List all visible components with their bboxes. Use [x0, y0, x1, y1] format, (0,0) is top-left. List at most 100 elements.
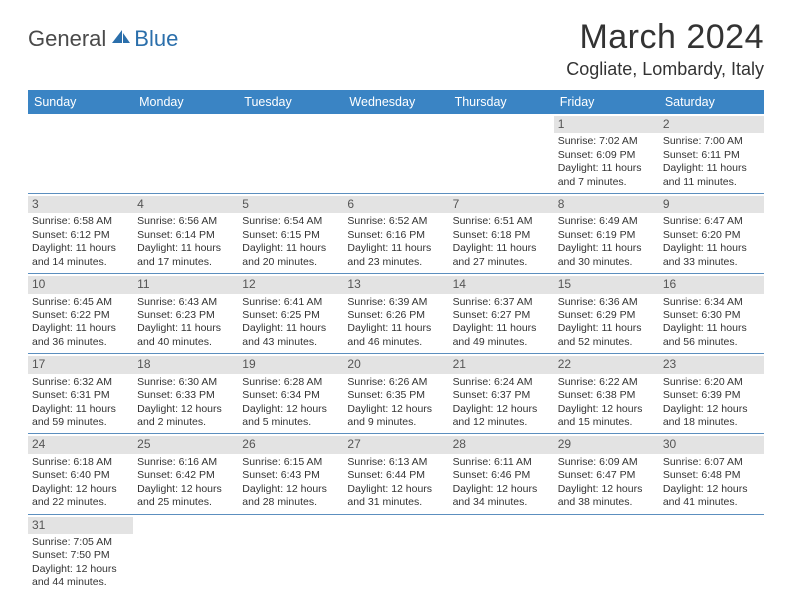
detail-line: and 38 minutes. [558, 496, 655, 509]
detail-line: Daylight: 11 hours [558, 242, 655, 255]
detail-line: Sunset: 6:19 PM [558, 229, 655, 242]
calendar-cell: 18Sunrise: 6:30 AMSunset: 6:33 PMDayligh… [133, 354, 238, 434]
day-number: 16 [659, 276, 764, 293]
calendar-cell: 27Sunrise: 6:13 AMSunset: 6:44 PMDayligh… [343, 434, 448, 514]
calendar-cell [449, 514, 554, 594]
detail-line: Daylight: 11 hours [32, 242, 129, 255]
day-details: Sunrise: 6:54 AMSunset: 6:15 PMDaylight:… [242, 215, 339, 269]
calendar-cell: 31Sunrise: 7:05 AMSunset: 7:50 PMDayligh… [28, 514, 133, 594]
detail-line: Sunset: 6:15 PM [242, 229, 339, 242]
detail-line: Sunrise: 6:58 AM [32, 215, 129, 228]
detail-line: and 52 minutes. [558, 336, 655, 349]
day-number: 2 [659, 116, 764, 133]
detail-line: Sunrise: 6:32 AM [32, 376, 129, 389]
day-details: Sunrise: 6:39 AMSunset: 6:26 PMDaylight:… [347, 296, 444, 350]
calendar-cell [133, 114, 238, 194]
day-details: Sunrise: 6:09 AMSunset: 6:47 PMDaylight:… [558, 456, 655, 510]
weekday-header: Sunday [28, 90, 133, 114]
detail-line: Sunset: 6:22 PM [32, 309, 129, 322]
detail-line: Sunset: 6:40 PM [32, 469, 129, 482]
detail-line: Sunrise: 6:47 AM [663, 215, 760, 228]
detail-line: Sunrise: 6:16 AM [137, 456, 234, 469]
day-details: Sunrise: 6:20 AMSunset: 6:39 PMDaylight:… [663, 376, 760, 430]
detail-line: Daylight: 12 hours [558, 483, 655, 496]
day-number: 17 [28, 356, 133, 373]
detail-line: Sunrise: 6:49 AM [558, 215, 655, 228]
detail-line: Sunset: 6:30 PM [663, 309, 760, 322]
detail-line: Sunset: 6:42 PM [137, 469, 234, 482]
detail-line: Daylight: 12 hours [453, 403, 550, 416]
day-number: 23 [659, 356, 764, 373]
detail-line: Sunrise: 6:52 AM [347, 215, 444, 228]
weekday-header: Friday [554, 90, 659, 114]
detail-line: Daylight: 12 hours [347, 403, 444, 416]
detail-line: Daylight: 11 hours [137, 322, 234, 335]
detail-line: and 25 minutes. [137, 496, 234, 509]
detail-line: Daylight: 12 hours [453, 483, 550, 496]
day-number: 10 [28, 276, 133, 293]
calendar-cell [238, 514, 343, 594]
detail-line: and 49 minutes. [453, 336, 550, 349]
calendar-cell: 1Sunrise: 7:02 AMSunset: 6:09 PMDaylight… [554, 114, 659, 194]
detail-line: and 22 minutes. [32, 496, 129, 509]
day-number: 31 [28, 517, 133, 534]
day-number: 11 [133, 276, 238, 293]
detail-line: Sunrise: 6:56 AM [137, 215, 234, 228]
detail-line: and 56 minutes. [663, 336, 760, 349]
detail-line: Sunset: 6:12 PM [32, 229, 129, 242]
calendar-week: 31Sunrise: 7:05 AMSunset: 7:50 PMDayligh… [28, 514, 764, 594]
day-number: 26 [238, 436, 343, 453]
weekday-header: Saturday [659, 90, 764, 114]
detail-line: Daylight: 11 hours [453, 322, 550, 335]
calendar-cell [554, 514, 659, 594]
calendar-cell: 14Sunrise: 6:37 AMSunset: 6:27 PMDayligh… [449, 274, 554, 354]
day-number: 3 [28, 196, 133, 213]
detail-line: Daylight: 11 hours [558, 322, 655, 335]
calendar-table: SundayMondayTuesdayWednesdayThursdayFrid… [28, 90, 764, 594]
detail-line: Sunrise: 7:00 AM [663, 135, 760, 148]
detail-line: Daylight: 11 hours [242, 242, 339, 255]
detail-line: Daylight: 11 hours [242, 322, 339, 335]
detail-line: Sunrise: 6:28 AM [242, 376, 339, 389]
detail-line: Sunrise: 6:11 AM [453, 456, 550, 469]
detail-line: and 30 minutes. [558, 256, 655, 269]
detail-line: and 2 minutes. [137, 416, 234, 429]
detail-line: Sunset: 6:37 PM [453, 389, 550, 402]
day-number: 24 [28, 436, 133, 453]
calendar-cell: 19Sunrise: 6:28 AMSunset: 6:34 PMDayligh… [238, 354, 343, 434]
detail-line: Sunrise: 6:43 AM [137, 296, 234, 309]
detail-line: and 15 minutes. [558, 416, 655, 429]
weekday-header-row: SundayMondayTuesdayWednesdayThursdayFrid… [28, 90, 764, 114]
detail-line: Daylight: 12 hours [32, 563, 129, 576]
day-details: Sunrise: 6:51 AMSunset: 6:18 PMDaylight:… [453, 215, 550, 269]
day-number: 14 [449, 276, 554, 293]
day-number: 22 [554, 356, 659, 373]
detail-line: Sunset: 6:16 PM [347, 229, 444, 242]
detail-line: and 23 minutes. [347, 256, 444, 269]
day-details: Sunrise: 6:45 AMSunset: 6:22 PMDaylight:… [32, 296, 129, 350]
day-details: Sunrise: 6:07 AMSunset: 6:48 PMDaylight:… [663, 456, 760, 510]
day-number: 5 [238, 196, 343, 213]
calendar-cell: 21Sunrise: 6:24 AMSunset: 6:37 PMDayligh… [449, 354, 554, 434]
detail-line: Sunrise: 6:41 AM [242, 296, 339, 309]
calendar-week: 10 Sunrise: 6:45 AMSunset: 6:22 PMDayligh… [28, 274, 764, 354]
day-details: Sunrise: 6:11 AMSunset: 6:46 PMDaylight:… [453, 456, 550, 510]
day-details: Sunrise: 6:43 AMSunset: 6:23 PMDaylight:… [137, 296, 234, 350]
detail-line: Sunrise: 6:34 AM [663, 296, 760, 309]
day-details: Sunrise: 6:28 AMSunset: 6:34 PMDaylight:… [242, 376, 339, 430]
detail-line: and 11 minutes. [663, 176, 760, 189]
detail-line: Daylight: 12 hours [32, 483, 129, 496]
detail-line: Daylight: 11 hours [663, 162, 760, 175]
detail-line: Sunset: 6:48 PM [663, 469, 760, 482]
day-number: 6 [343, 196, 448, 213]
detail-line: Sunrise: 6:22 AM [558, 376, 655, 389]
sail-icon [110, 28, 132, 51]
calendar-cell: 30Sunrise: 6:07 AMSunset: 6:48 PMDayligh… [659, 434, 764, 514]
calendar-cell: 13Sunrise: 6:39 AMSunset: 6:26 PMDayligh… [343, 274, 448, 354]
calendar-cell: 10 Sunrise: 6:45 AMSunset: 6:22 PMDayligh… [28, 274, 133, 354]
calendar-cell: 9Sunrise: 6:47 AMSunset: 6:20 PMDaylight… [659, 194, 764, 274]
day-number: 7 [449, 196, 554, 213]
detail-line: Sunset: 6:27 PM [453, 309, 550, 322]
detail-line: Sunrise: 6:07 AM [663, 456, 760, 469]
detail-line: Sunrise: 6:24 AM [453, 376, 550, 389]
